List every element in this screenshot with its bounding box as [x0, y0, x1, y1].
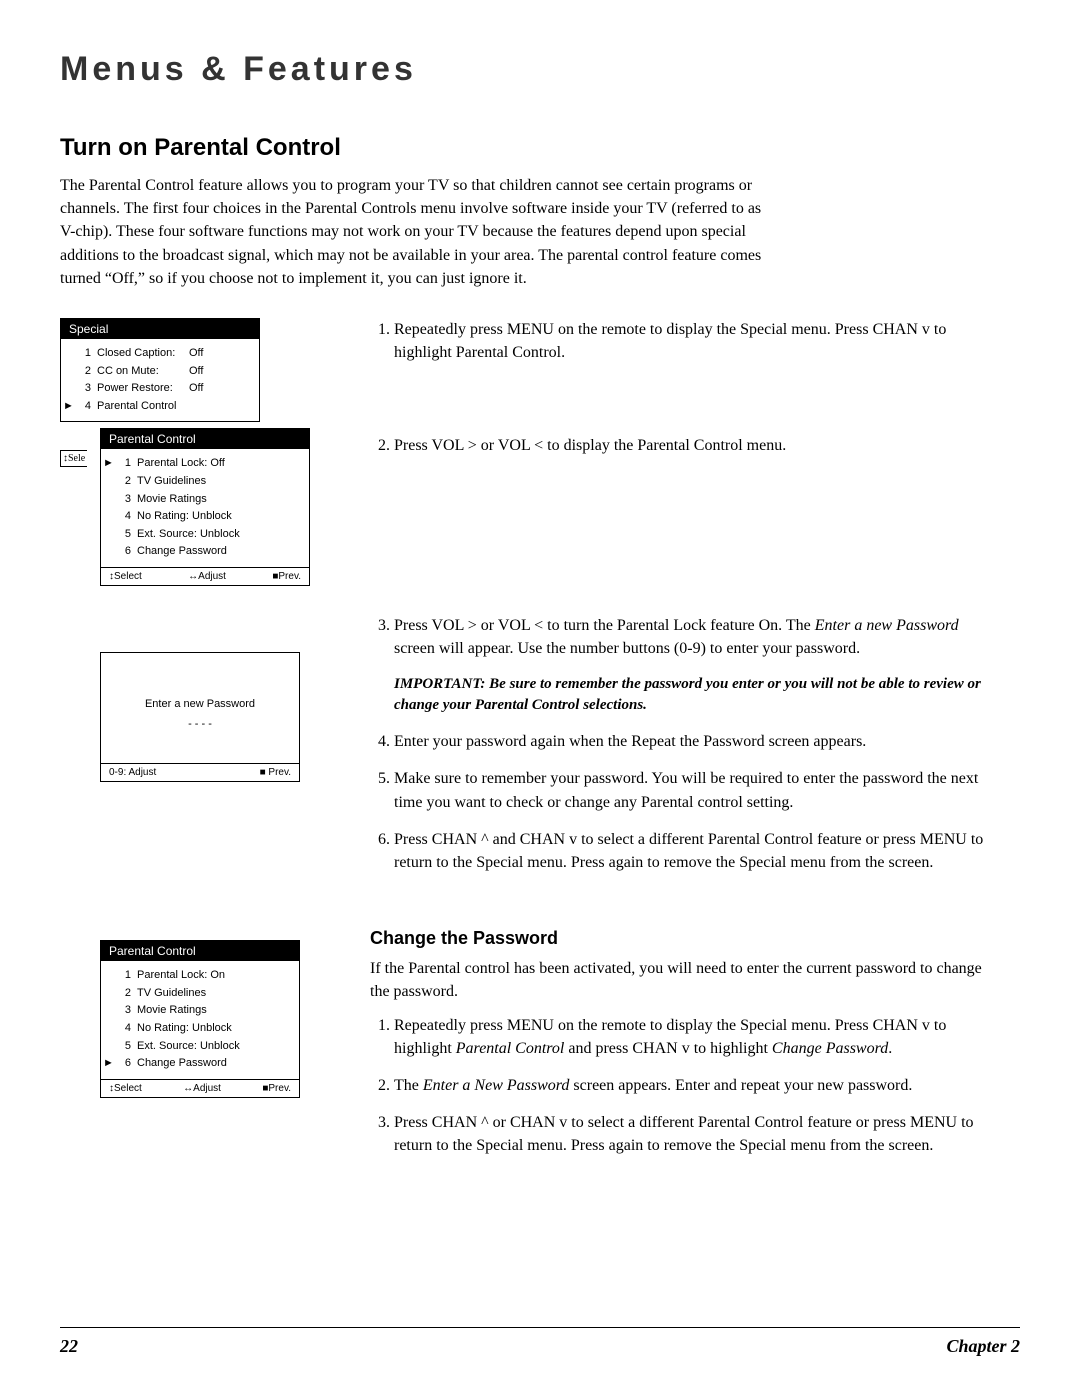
menu-item-label: TV Guidelines — [137, 473, 299, 491]
selection-marker-icon: ► — [103, 455, 114, 473]
menu-item: 4 No Rating: Unblock — [117, 508, 299, 526]
password-footer-prev: ■ Prev. — [260, 767, 291, 778]
step-1: Repeatedly press MENU on the remote to d… — [394, 318, 990, 364]
row-3: Parental Control 1 Parental Lock: On 2 TV G… — [60, 908, 1020, 1171]
menu-item: 5 Ext. Source: Unblock — [117, 1038, 289, 1056]
change-password-steps: Repeatedly press MENU on the remote to d… — [370, 1014, 990, 1158]
page-footer: 22 Chapter 2 — [60, 1327, 1020, 1357]
menu-item-index: 2 — [117, 473, 131, 491]
cp-step-1: Repeatedly press MENU on the remote to d… — [394, 1014, 990, 1060]
password-field: - - - - — [101, 715, 299, 735]
footer2-prev: ■Prev. — [262, 1083, 291, 1094]
menu-item-label: Parental Control — [97, 398, 249, 416]
menu-item-index: 6 — [117, 543, 131, 561]
step-3: Press VOL > or VOL < to turn the Parenta… — [394, 614, 990, 660]
menu-item-index: 4 — [117, 1020, 131, 1038]
menu-item-label: No Rating: Unblock — [137, 1020, 289, 1038]
menu-item-value: Off — [189, 363, 249, 381]
menu-item: 3 Movie Ratings — [117, 1002, 289, 1020]
menu-item-index: 1 — [117, 455, 131, 473]
menu-item-index: 4 — [77, 398, 91, 416]
menu-item-index: 3 — [117, 491, 131, 509]
row-2: Enter a new Password - - - - 0-9: Adjust… — [60, 614, 1020, 888]
menu-item: 4 No Rating: Unblock — [117, 1020, 289, 1038]
menu-item: 2 CC on Mute:Off — [77, 363, 249, 381]
menu-item-index: 5 — [117, 526, 131, 544]
menu-item: ►4Parental Control — [77, 398, 249, 416]
chapter-label: Chapter 2 — [946, 1336, 1020, 1357]
menu-item-label: Movie Ratings — [137, 1002, 289, 1020]
step-6: Press CHAN ^ and CHAN v to select a diff… — [394, 828, 990, 874]
section-title: Turn on Parental Control — [60, 134, 1020, 162]
menu-item-label: CC on Mute: — [97, 363, 189, 381]
footer2-select: ↕Select — [109, 1083, 142, 1094]
menu-item: 5 Ext. Source: Unblock — [117, 526, 299, 544]
menu-item-label: Power Restore: — [97, 380, 189, 398]
select-hint: ↕Sele — [60, 450, 87, 467]
menu-item-index: 3 — [77, 380, 91, 398]
menu-item: 1 Parental Lock: On — [117, 967, 289, 985]
menu-item-index: 2 — [77, 363, 91, 381]
menu-item-label: No Rating: Unblock — [137, 508, 299, 526]
cp-step-2: The Enter a New Password screen appears.… — [394, 1074, 990, 1097]
menu-item: 3 Movie Ratings — [117, 491, 299, 509]
password-dialog: Enter a new Password - - - - 0-9: Adjust… — [100, 652, 300, 782]
parental-control-menu-2: Parental Control 1 Parental Lock: On 2 TV G… — [100, 940, 300, 1098]
password-prompt: Enter a new Password — [101, 695, 299, 715]
menu-item: 2 TV Guidelines — [117, 985, 289, 1003]
menu-item-index: 4 — [117, 508, 131, 526]
menu-item: ►1Parental Lock: Off — [117, 455, 299, 473]
menu-item-value: Off — [189, 345, 249, 363]
selection-marker-icon: ► — [63, 398, 74, 416]
special-menu: Special 1 Closed Caption:Off 2 CC on Mute:O… — [60, 318, 260, 422]
parental-control-menu: Parental Control ►1 Parental Lock: Off 2 TV… — [100, 428, 310, 586]
menu-item-index: 1 — [117, 967, 131, 985]
footer-adjust: ↔Adjust — [188, 571, 226, 582]
selection-marker-icon: ► — [103, 1055, 114, 1073]
footer-select: ↕Select — [109, 571, 142, 582]
pc-menu2-title: Parental Control — [101, 941, 299, 961]
menu-item: ►6Change Password — [117, 1055, 289, 1073]
menu-item-label: Parental Lock: On — [137, 967, 289, 985]
cp-step-3: Press CHAN ^ or CHAN v to select a diffe… — [394, 1111, 990, 1157]
change-password-intro: If the Parental control has been activat… — [370, 957, 990, 1003]
menu-item: 3 Power Restore:Off — [77, 380, 249, 398]
menu-item-index: 2 — [117, 985, 131, 1003]
page-number: 22 — [60, 1336, 78, 1357]
step-4: Enter your password again when the Repea… — [394, 730, 990, 753]
menu-item: 1 Closed Caption:Off — [77, 345, 249, 363]
menu-item-value: Off — [189, 380, 249, 398]
menu-item-label: Movie Ratings — [137, 491, 299, 509]
menu-item-label: Change Password — [137, 543, 299, 561]
menu-item-index: 5 — [117, 1038, 131, 1056]
change-password-title: Change the Password — [370, 928, 990, 949]
menu-item-label: Parental Lock: Off — [137, 455, 299, 473]
steps-1-2: Repeatedly press MENU on the remote to d… — [370, 318, 990, 364]
step-5: Make sure to remember your password. You… — [394, 767, 990, 813]
menu-item-label: Change Password — [137, 1055, 289, 1073]
menu-item-label: Closed Caption: — [97, 345, 189, 363]
menu-item: 6 Change Password — [117, 543, 299, 561]
menu-item-index: 1 — [77, 345, 91, 363]
special-menu-title: Special — [61, 319, 259, 339]
pc-menu-title: Parental Control — [101, 429, 309, 449]
step-2: Press VOL > or VOL < to display the Pare… — [394, 434, 990, 457]
menu-item-label: Ext. Source: Unblock — [137, 1038, 289, 1056]
footer-prev: ■Prev. — [272, 571, 301, 582]
footer2-adjust: ↔Adjust — [183, 1083, 221, 1094]
intro-paragraph: The Parental Control feature allows you … — [60, 174, 780, 290]
menu-item: 2 TV Guidelines — [117, 473, 299, 491]
page-header: Menus & Features — [60, 50, 1020, 89]
important-note: IMPORTANT: Be sure to remember the passw… — [394, 674, 990, 716]
row-1: Special 1 Closed Caption:Off 2 CC on Mute:O… — [60, 318, 1020, 594]
steps-3-6: Press VOL > or VOL < to turn the Parenta… — [370, 614, 990, 660]
menu-item-index: 6 — [117, 1055, 131, 1073]
password-footer-adjust: 0-9: Adjust — [109, 767, 156, 778]
menu-item-index: 3 — [117, 1002, 131, 1020]
menu-item-label: TV Guidelines — [137, 985, 289, 1003]
menu-item-label: Ext. Source: Unblock — [137, 526, 299, 544]
